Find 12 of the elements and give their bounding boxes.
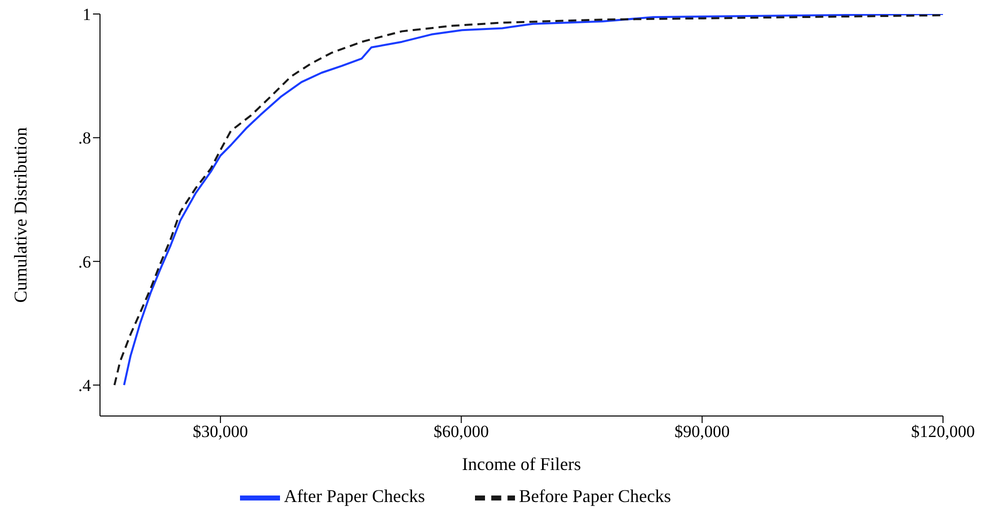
x-tick-label: $90,000 bbox=[674, 422, 730, 442]
y-tick-label: 1 bbox=[82, 5, 91, 24]
x-tick-label: $60,000 bbox=[434, 422, 489, 442]
x-axis-title: Income of Filers bbox=[462, 454, 581, 474]
y-tick-label: .4 bbox=[78, 376, 92, 396]
legend-label: After Paper Checks bbox=[284, 486, 425, 506]
y-tick-label: .6 bbox=[78, 252, 91, 272]
legend-label: Before Paper Checks bbox=[519, 486, 671, 506]
y-tick-label: .8 bbox=[78, 128, 91, 148]
y-axis-title: Cumulative Distribution bbox=[10, 127, 30, 303]
x-tick-label: $120,000 bbox=[911, 422, 975, 442]
x-tick-label: $30,000 bbox=[192, 422, 248, 442]
